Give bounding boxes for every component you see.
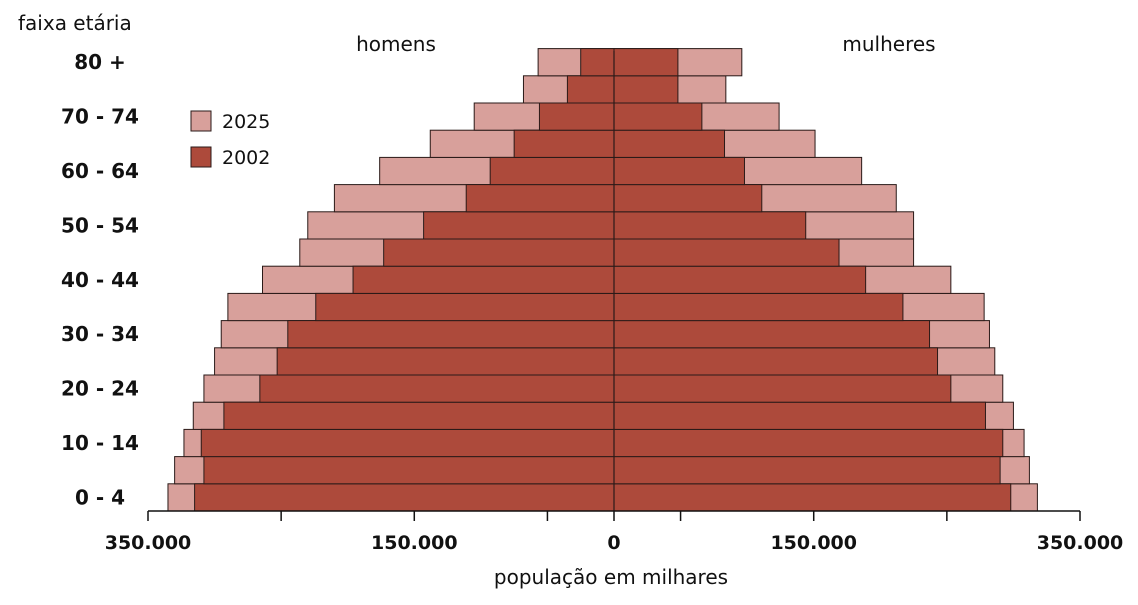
- bar-women-2002-0-4: [613, 483, 1012, 512]
- bar-women-2002-75-79: [613, 75, 679, 104]
- x-tick-label: 350.000: [1037, 532, 1124, 554]
- bar-women-2002-20-24: [613, 374, 952, 403]
- x-tick-label: 350.000: [105, 532, 192, 554]
- age-label: 0 - 4: [75, 485, 125, 509]
- bars-group: [167, 48, 1038, 512]
- legend-label-2025: 2025: [222, 111, 270, 133]
- right-side-label: mulheres: [842, 32, 935, 56]
- age-label: 60 - 64: [61, 159, 139, 183]
- legend: 2025 2002: [190, 110, 270, 169]
- y-axis-title: faixa etária: [18, 11, 132, 35]
- bar-men-2002-70-74: [538, 102, 615, 131]
- age-label: 80 +: [74, 50, 126, 74]
- bar-women-2002-70-74: [613, 102, 703, 131]
- x-tick-label: 150.000: [770, 532, 857, 554]
- legend-swatch-2025: [190, 110, 212, 132]
- bar-men-2002-20-24: [259, 374, 615, 403]
- bar-men-2002-0-4: [194, 483, 615, 512]
- legend-swatch-2002: [190, 146, 212, 168]
- bar-women-2002-55-59: [613, 184, 763, 213]
- bar-men-2002-45-49: [383, 238, 615, 267]
- bar-men-2002-30-34: [287, 320, 615, 349]
- age-label: 20 - 24: [61, 377, 139, 401]
- bar-men-2002-15-19: [223, 401, 615, 430]
- bar-men-2002-60-64: [489, 156, 615, 186]
- bar-women-2002-50-54: [613, 211, 807, 240]
- x-tick-label: 150.000: [371, 532, 458, 554]
- bar-men-2002-55-59: [465, 184, 615, 213]
- bar-women-2002-45-49: [613, 238, 840, 267]
- x-axis-title: população em milhares: [494, 565, 728, 589]
- bar-men-2002-35-39: [315, 292, 615, 322]
- bar-women-2002-80+: [613, 48, 679, 77]
- age-label: 10 - 14: [61, 431, 139, 455]
- bar-women-2002-40-44: [613, 265, 867, 294]
- bar-women-2002-10-14: [613, 428, 1004, 458]
- bar-men-2002-25-29: [276, 347, 615, 376]
- bar-women-2002-5-9: [613, 456, 1001, 485]
- bar-women-2002-60-64: [613, 156, 745, 186]
- x-tick-label: 0: [607, 532, 620, 554]
- bar-women-2002-15-19: [613, 401, 986, 430]
- bar-women-2002-25-29: [613, 347, 939, 376]
- bar-men-2002-75-79: [566, 75, 615, 104]
- bar-women-2002-35-39: [613, 292, 904, 322]
- bar-men-2002-40-44: [352, 265, 615, 294]
- bar-men-2002-10-14: [200, 428, 615, 458]
- age-label: 30 - 34: [61, 322, 139, 346]
- bar-men-2002-65-69: [513, 129, 615, 158]
- left-side-label: homens: [356, 32, 436, 56]
- x-axis: 350.000 150.000 0 150.000 350.000: [105, 510, 1124, 554]
- bar-men-2002-80+: [580, 48, 615, 77]
- bar-women-2002-30-34: [613, 320, 931, 349]
- bar-women-2002-65-69: [613, 129, 726, 158]
- bar-men-2002-50-54: [423, 211, 615, 240]
- age-label: 70 - 74: [61, 105, 139, 129]
- legend-label-2002: 2002: [222, 147, 270, 169]
- age-label: 40 - 44: [61, 268, 139, 292]
- age-label: 50 - 54: [61, 213, 139, 237]
- age-labels: 0 - 4 10 - 14 20 - 24 30 - 34 40 - 44 50 - 54…: [61, 50, 139, 509]
- bar-men-2002-5-9: [203, 456, 615, 485]
